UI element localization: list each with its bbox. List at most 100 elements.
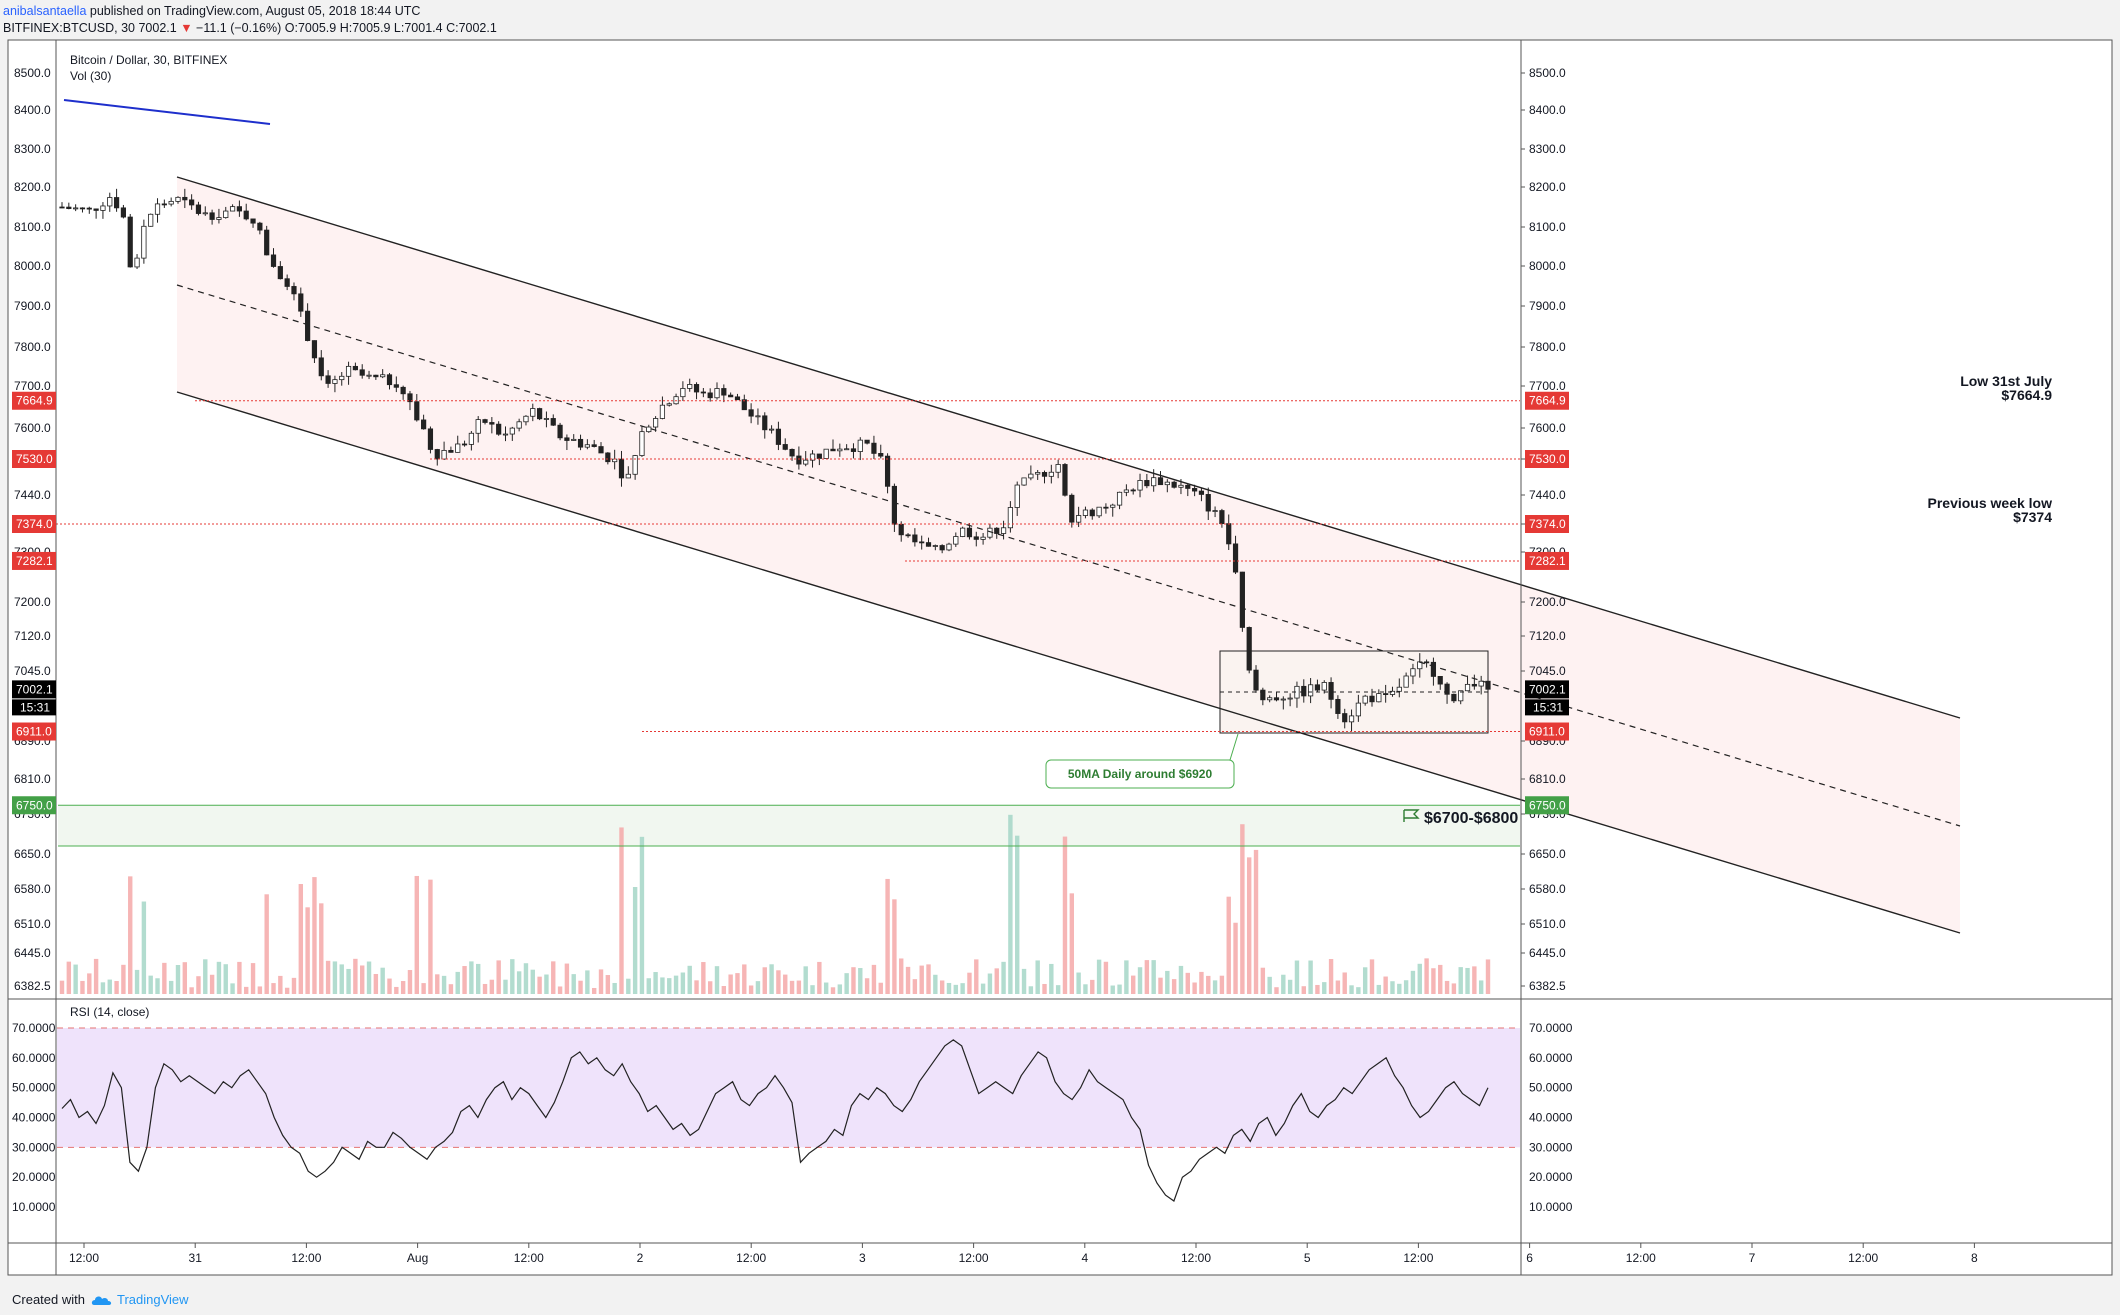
volume-bar (114, 981, 119, 994)
volume-bar (530, 969, 535, 994)
volume-bar (1328, 959, 1334, 994)
candle-body (100, 205, 106, 211)
volume-bar (1403, 980, 1409, 994)
high-label: H: (339, 21, 353, 35)
candle-body (339, 375, 345, 381)
candle-body (243, 210, 249, 220)
tradingview-logo[interactable]: TradingView (91, 1292, 189, 1307)
volume-bar (830, 987, 836, 994)
volume-bar (919, 965, 924, 994)
candle-body (434, 449, 440, 460)
candle-body (509, 427, 515, 435)
price-tick-label: 8400.0 (1529, 103, 1566, 117)
author-link[interactable]: anibalsantaella (3, 4, 87, 18)
rsi-tick-label-left: 70.0000 (12, 1021, 56, 1035)
candle-body (148, 213, 154, 227)
price-tick-label-left: 6580.0 (14, 882, 51, 896)
candle-body (182, 196, 188, 201)
countdown-text-right: 15:31 (1533, 700, 1563, 714)
candle-body (66, 206, 72, 209)
volume-bar (1035, 960, 1040, 994)
candle-body (1253, 669, 1259, 691)
time-tick-label: 12:00 (736, 1251, 766, 1265)
volume-bar (707, 981, 713, 994)
time-tick-label: 2 (637, 1251, 644, 1265)
volume-bar (980, 983, 986, 994)
candle-body (953, 536, 959, 545)
candle-body (1007, 507, 1013, 529)
candle-body (1192, 488, 1198, 492)
candle-body (850, 448, 857, 452)
created-with-text: Created with (12, 1292, 85, 1307)
candle-body (386, 374, 393, 386)
volume-bar (325, 960, 331, 994)
candle-body (318, 357, 324, 377)
price-change: −11.1 (−0.16%) (196, 21, 282, 35)
candle-body (768, 428, 775, 431)
candle-body (1151, 477, 1157, 487)
volume-bar (1369, 959, 1375, 994)
candle-body (345, 365, 352, 377)
candle-body (1048, 471, 1054, 477)
prev-week-label: Previous week low (1928, 495, 2053, 511)
volume-bar (1287, 979, 1293, 994)
candle-body (86, 207, 92, 210)
volume-bar (421, 983, 426, 994)
price-tick-label-left: 8000.0 (14, 259, 51, 273)
candle-body (1321, 682, 1327, 691)
candle-body (857, 439, 863, 452)
candle-body (250, 218, 256, 224)
level-tag-left (12, 391, 56, 410)
volume-bar (1090, 979, 1095, 994)
candle-body (1130, 489, 1136, 492)
candle-body (898, 523, 904, 536)
level-tag-left (12, 515, 56, 533)
price-tick-label-left: 6650.0 (14, 847, 51, 861)
price-tick-label: 8300.0 (1529, 142, 1566, 156)
volume-bar (339, 964, 344, 994)
low-label: L: (393, 21, 405, 35)
volume-bar (428, 879, 433, 994)
price-tick-label: 7200.0 (1529, 595, 1566, 609)
candle-body (707, 392, 713, 399)
chart-title: Bitcoin / Dollar, 30, BITFINEX (70, 53, 227, 67)
candle-body (577, 438, 584, 448)
volume-bar (1315, 984, 1320, 994)
volume-bar (168, 980, 174, 994)
candle-body (1137, 480, 1143, 491)
time-tick-label: 12:00 (291, 1251, 321, 1265)
candle-body (1444, 683, 1450, 695)
level-tag-left (12, 551, 56, 570)
volume-bar (1042, 983, 1047, 994)
candle-body (946, 543, 952, 551)
volume-bar (1171, 979, 1177, 994)
volume-bar (585, 970, 590, 994)
candle-body (264, 229, 270, 256)
volume-bar (994, 968, 999, 994)
candle-body (1314, 684, 1321, 691)
candle-body (291, 286, 297, 295)
volume-bar (1281, 974, 1286, 994)
candle-body (305, 310, 311, 341)
volume-bar (1015, 835, 1020, 994)
volume-bar (769, 964, 774, 994)
candle-body (809, 453, 816, 461)
publisher-line: anibalsantaella published on TradingView… (3, 3, 420, 19)
ma-line (63, 99, 271, 125)
candle-body (1157, 477, 1164, 486)
time-tick-label: 12:00 (514, 1251, 544, 1265)
volume-bar (1349, 985, 1354, 994)
candle-body (1082, 509, 1089, 516)
rsi-tick-label-left: 40.0000 (12, 1111, 56, 1125)
volume-bar (728, 974, 733, 994)
volume-bar (1465, 967, 1470, 994)
price-tick-label-left: 7800.0 (14, 340, 51, 354)
candle-body (107, 197, 113, 207)
candle-body (700, 391, 706, 394)
countdown-text-left: 15:31 (20, 700, 50, 714)
volume-bar (1335, 980, 1341, 994)
candle-body (113, 197, 120, 209)
price-tick-label: 7045.0 (1529, 664, 1566, 678)
volume-bar (107, 979, 112, 994)
